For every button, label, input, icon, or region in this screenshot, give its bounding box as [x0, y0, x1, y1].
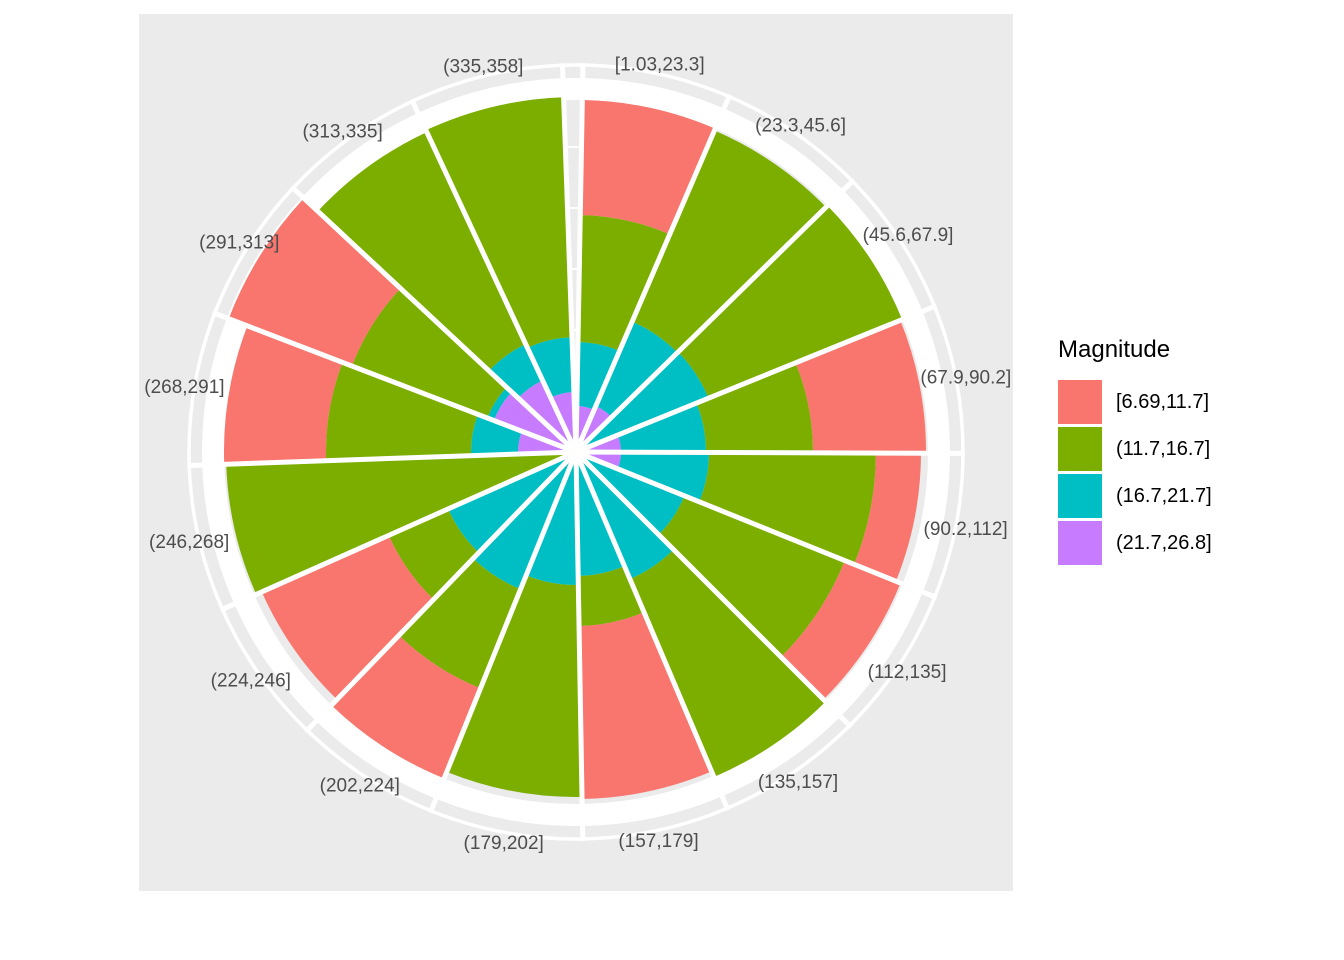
- wedge-bin4-_6.69_11.7_: [795, 320, 927, 454]
- wedge-bin16-_16.7_21.7_: [527, 337, 574, 398]
- grid-radial-16: [559, 63, 579, 453]
- wedge-bin5-_16.7_21.7_: [617, 452, 709, 502]
- grid-radial-11: [219, 449, 578, 613]
- wedge-bin9-_16.7_21.7_: [526, 452, 579, 586]
- wedge-bin7-_11.7_16.7_: [629, 549, 826, 777]
- wedge-bin14-_21.7_26.8_: [493, 391, 576, 452]
- wedge-bin9-_11.7_16.7_: [446, 575, 583, 798]
- wedge-bin10-_11.7_16.7_: [398, 558, 521, 689]
- legend-item-label: (21.7,26.8]: [1116, 531, 1212, 554]
- grid-radial-6: [574, 450, 853, 729]
- theta-axis-label-11: (224,246]: [211, 670, 291, 691]
- wedge-bin2-_11.7_16.7_: [632, 130, 827, 353]
- grid-radial-12: [187, 449, 577, 469]
- wedge-bin7-_16.7_21.7_: [576, 452, 674, 580]
- legend-item-label: (11.7,16.7]: [1116, 437, 1211, 460]
- wedge-bin13-_11.7_16.7_: [325, 362, 478, 461]
- wedge-bin5-_6.69_11.7_: [854, 453, 921, 582]
- grid-radial-9: [427, 451, 579, 814]
- legend-item-0: [6.69,11.7]: [1058, 380, 1212, 424]
- wedge-bin2-_16.7_21.7_: [595, 321, 678, 418]
- grid-radial-15: [409, 98, 579, 454]
- wedge-bin14-_16.7_21.7_: [487, 387, 512, 421]
- theta-axis-label-10: (202,224]: [320, 776, 400, 797]
- wedge-bin10-_6.69_11.7_: [331, 635, 481, 779]
- theta-axis-label-8: (157,179]: [618, 831, 698, 852]
- wedge-bin4-_11.7_16.7_: [696, 362, 814, 453]
- wedge-bin3-_16.7_21.7_: [576, 351, 709, 452]
- theta-axis-label-16: (335,358]: [443, 57, 523, 78]
- wedge-bin10-_16.7_21.7_: [473, 452, 576, 590]
- wedge-bin11-_6.69_11.7_: [261, 535, 434, 700]
- grid-radial-14: [289, 184, 578, 454]
- wedge-bin14-_11.7_16.7_: [351, 288, 507, 418]
- theta-axis-label-4: (67.9,90.2]: [920, 367, 1011, 388]
- grid-radial-13: [211, 310, 577, 455]
- wedge-bin13-_16.7_21.7_: [470, 414, 522, 456]
- grid-radial-2: [574, 178, 856, 454]
- wedge-bin13-_6.69_11.7_: [223, 325, 343, 465]
- wedge-bin15-_16.7_21.7_: [488, 344, 543, 399]
- legend-item-1: (11.7,16.7]: [1058, 427, 1212, 471]
- legend-key-swatch-3: [1058, 521, 1102, 565]
- wedge-bin16-_11.7_16.7_: [425, 97, 572, 348]
- wedge-bin15-_21.7_26.8_: [518, 380, 576, 452]
- legend-title: Magnitude: [1058, 336, 1171, 363]
- wedge-bin12-_11.7_16.7_: [226, 452, 576, 595]
- legend-key-swatch-2: [1058, 474, 1102, 518]
- wedge-bin1-_16.7_21.7_: [576, 342, 620, 410]
- theta-axis-label-9: (179,202]: [464, 833, 544, 854]
- grid-radial-0: [573, 63, 586, 453]
- grid-radial-1: [573, 93, 733, 453]
- wedge-bin4-_16.7_21.7_: [617, 403, 707, 453]
- legend-key-swatch-1: [1058, 427, 1102, 471]
- theta-axis-label-6: (112,135]: [868, 662, 947, 683]
- legend-item-3: (21.7,26.8]: [1058, 521, 1212, 565]
- wedge-bin11-_16.7_21.7_: [448, 452, 576, 553]
- theta-axis-label-7: (135,157]: [758, 772, 838, 793]
- grid-radial-8: [573, 451, 586, 841]
- wedge-bin6-_6.69_11.7_: [781, 560, 901, 700]
- theta-axis-label-1: [1.03,23.3]: [615, 55, 705, 76]
- theta-axis-label-2: (23.3,45.6]: [755, 115, 846, 136]
- theta-axis-label-5: (90.2,112]: [924, 519, 1008, 540]
- legend-item-2: (16.7,21.7]: [1058, 474, 1212, 518]
- plot-area: [1.03,23.3] (23.3,45.6] (45.6,67.9] (67.9,9…: [144, 55, 1011, 855]
- theta-axis-label-15: (313,335]: [302, 121, 382, 142]
- grid-radial-4: [575, 449, 966, 456]
- wedge-bin15-_11.7_16.7_: [317, 132, 526, 371]
- wedge-bin11-_11.7_16.7_: [388, 508, 479, 600]
- grid-radial-7: [573, 451, 731, 812]
- wedge-bin6-_11.7_16.7_: [658, 495, 845, 658]
- wedge-bin8-_6.69_11.7_: [579, 612, 712, 799]
- wedge-bin5-_11.7_16.7_: [699, 452, 876, 565]
- grid-radial-10: [303, 450, 578, 734]
- legend: Magnitude [6.69,11.7] (11.7,16.7] (16.7,…: [1058, 336, 1212, 568]
- wedge-bin3-_11.7_16.7_: [678, 205, 903, 399]
- grid-radial-3: [575, 303, 938, 455]
- theta-axis-label-14: (291,313]: [199, 232, 279, 253]
- legend-key-swatch-0: [1058, 380, 1102, 424]
- wedge-bin1-_11.7_16.7_: [577, 215, 670, 351]
- wedge-bin14-_6.69_11.7_: [228, 198, 401, 366]
- theta-axis-label-13: (268,291]: [144, 377, 224, 398]
- wedge-bin8-_11.7_16.7_: [578, 566, 644, 626]
- wedge-bin6-_16.7_21.7_: [576, 452, 685, 535]
- grid-radial-5: [575, 449, 938, 601]
- theta-axis-label-12: (246,268]: [149, 532, 229, 553]
- legend-item-label: (16.7,21.7]: [1116, 484, 1212, 507]
- theta-axis-label-3: (45.6,67.9]: [863, 225, 954, 246]
- legend-item-label: [6.69,11.7]: [1116, 390, 1210, 413]
